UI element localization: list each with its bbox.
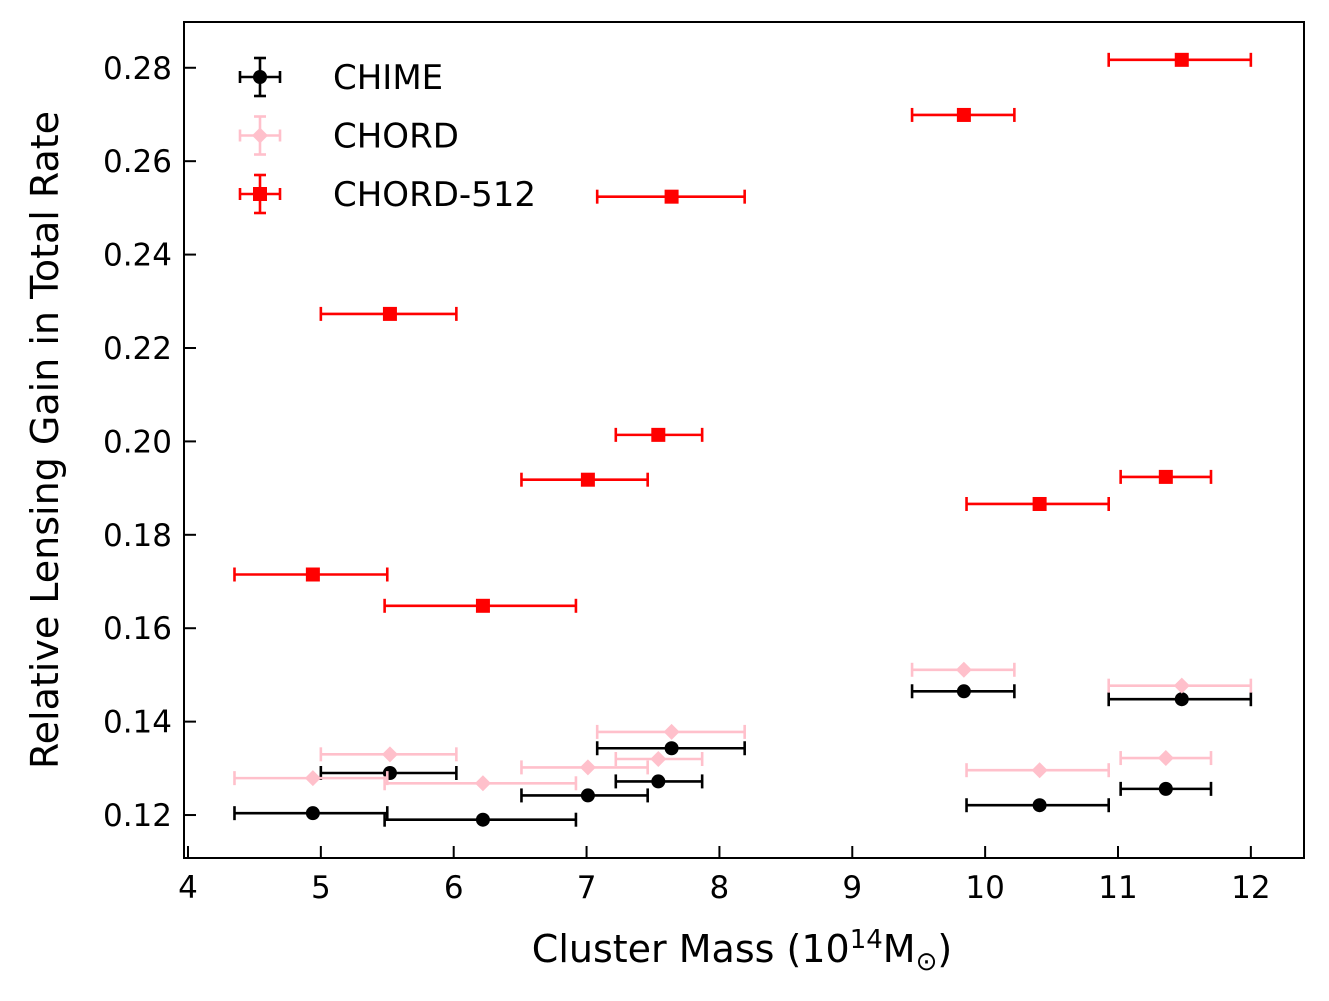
x-tick-label: 12: [1231, 870, 1270, 906]
legend-label: CHIME: [333, 58, 443, 98]
data-point: [650, 750, 667, 767]
data-point: [580, 472, 595, 487]
x-tick-label: 10: [965, 870, 1004, 906]
data-point: [1174, 52, 1189, 67]
x-axis-title: Cluster Mass (1014M⊙): [532, 925, 952, 977]
legend-marker: [253, 70, 267, 84]
y-tick-label: 0.12: [103, 798, 172, 834]
data-point: [1031, 762, 1048, 779]
y-tick-label: 0.16: [103, 611, 172, 647]
y-tick-label: 0.24: [103, 238, 172, 274]
series-chord-512: [233, 52, 1253, 613]
data-point: [651, 427, 666, 442]
plot-frame: [183, 21, 1305, 859]
legend-item-chime: CHIME: [238, 56, 443, 98]
data-point: [1157, 750, 1174, 767]
y-tick-label: 0.20: [103, 424, 172, 460]
data-point: [305, 806, 320, 821]
data-point: [474, 775, 491, 792]
y-tick-label: 0.18: [103, 518, 172, 554]
data-point: [382, 306, 397, 321]
data-point: [1032, 798, 1047, 813]
legend-item-chord: CHORD: [238, 115, 459, 157]
x-axis-title-close: ): [937, 927, 952, 971]
x-tick-label: 9: [842, 870, 862, 906]
data-point: [381, 746, 398, 763]
data-point: [1174, 692, 1189, 707]
x-tick-label: 5: [311, 870, 331, 906]
series-chord: [233, 661, 1253, 792]
y-axis-title: Relative Lensing Gain in Total Rate: [23, 111, 67, 769]
data-point: [475, 812, 490, 827]
data-point: [1158, 469, 1173, 484]
legend-label: CHORD-512: [333, 175, 536, 215]
x-tick-label: 7: [577, 870, 597, 906]
data-point: [955, 661, 972, 678]
x-axis-title-prefix: Cluster Mass (10: [532, 927, 850, 971]
x-tick-label: 8: [710, 870, 730, 906]
x-axis-title-sun-symbol: ⊙: [916, 947, 938, 977]
y-axis-ticks: 0.12 0.14 0.16 0.18 0.20 0.22 0.24 0.26 0.28: [103, 51, 196, 834]
data-point: [664, 741, 679, 756]
x-tick-label: 11: [1098, 870, 1137, 906]
x-axis-title-sup: 14: [850, 925, 883, 955]
data-point: [1158, 781, 1173, 796]
legend-marker: [253, 187, 267, 201]
y-tick-label: 0.26: [103, 144, 172, 180]
legend-marker: [252, 127, 268, 144]
data-point: [651, 774, 666, 789]
data-point: [664, 189, 679, 204]
y-tick-label: 0.28: [103, 51, 172, 87]
y-tick-label: 0.22: [103, 331, 172, 367]
data-point: [304, 770, 321, 787]
plot-content: [233, 52, 1253, 827]
y-tick-label: 0.14: [103, 705, 172, 741]
x-axis-title-unit: M: [883, 927, 916, 971]
legend: CHIME CHORD CHORD-512: [238, 56, 536, 215]
data-point: [663, 723, 680, 740]
x-axis-ticks: 4 5 6 7 8 9 10 11 12: [178, 846, 1271, 906]
data-point: [1173, 677, 1190, 694]
legend-label: CHORD: [333, 117, 459, 157]
data-point: [956, 107, 971, 122]
data-point: [956, 684, 971, 699]
data-point: [1032, 496, 1047, 511]
data-point: [579, 759, 596, 776]
data-point: [580, 788, 595, 803]
series-chime: [233, 684, 1253, 827]
data-point: [475, 598, 490, 613]
legend-item-chord-512: CHORD-512: [238, 173, 536, 215]
x-tick-label: 6: [444, 870, 464, 906]
data-point: [305, 567, 320, 582]
x-tick-label: 4: [178, 870, 198, 906]
